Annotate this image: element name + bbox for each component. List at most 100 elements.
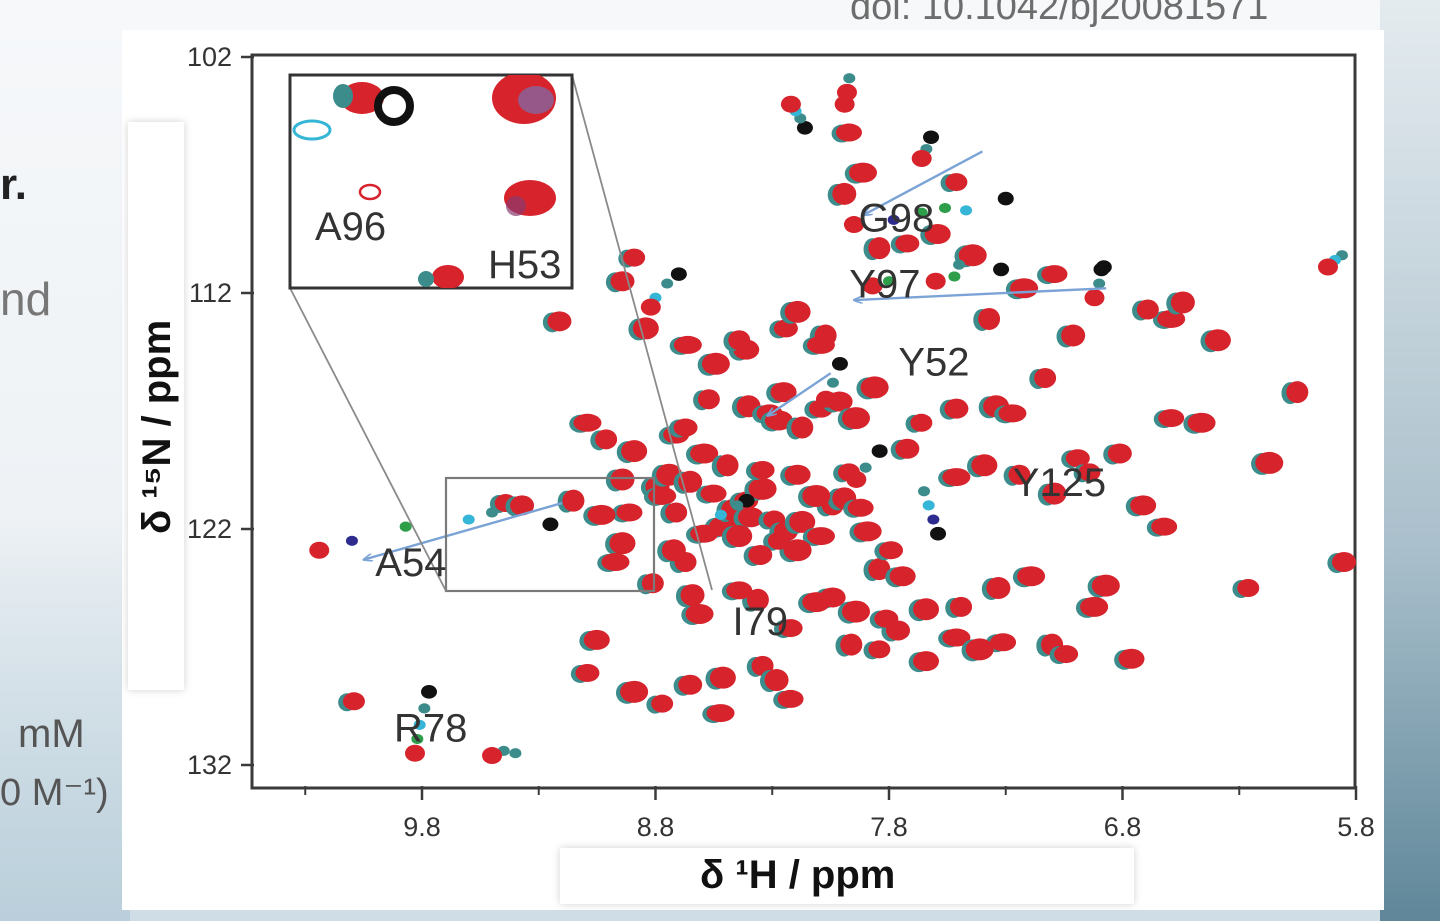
peak-teal — [1093, 278, 1106, 289]
peak-teal — [418, 703, 431, 714]
peak-label: Y52 — [898, 341, 969, 385]
x-tick-label: 7.8 — [870, 812, 908, 842]
shift-arrows-layer — [364, 150, 1107, 559]
peak-red — [706, 704, 735, 723]
peak-red — [1151, 517, 1178, 536]
inset-peaks — [292, 75, 556, 288]
peak-red — [815, 390, 836, 408]
peak-red — [778, 619, 803, 638]
peak-green — [399, 521, 412, 532]
peak-red — [673, 418, 698, 437]
peak-red — [701, 352, 730, 375]
peak-red — [601, 553, 630, 572]
peak-red — [1054, 645, 1079, 664]
peak-red — [1078, 463, 1101, 482]
peak-red — [862, 277, 883, 295]
slide-text-fragment-nd: nd — [0, 273, 52, 325]
peak-red — [1187, 412, 1216, 433]
peak-red — [1061, 324, 1086, 347]
peak-red — [874, 609, 899, 628]
peak-red — [632, 317, 659, 340]
peak-red — [573, 413, 602, 432]
peak-red — [1084, 289, 1105, 307]
y-axis-label-box — [128, 122, 184, 690]
peak-red — [685, 603, 714, 624]
peak-red — [764, 669, 789, 692]
inset-peak-h53-core — [506, 196, 526, 216]
shift-arrow — [854, 287, 1107, 300]
y-tick-label: 122 — [187, 514, 232, 544]
peak-red — [1237, 579, 1260, 597]
peak-red — [1317, 258, 1338, 276]
peak-black — [997, 191, 1014, 206]
peak-red — [620, 680, 649, 703]
peak-red — [944, 398, 969, 419]
peak-red — [595, 429, 618, 450]
peak-red — [986, 577, 1011, 599]
peak-red — [840, 633, 863, 656]
peak-red — [791, 416, 814, 439]
peak-red — [789, 510, 816, 533]
x-ticks: 9.8 8.8 7.8 6.8 5.8 — [304, 786, 1375, 842]
peak-red — [868, 558, 891, 581]
doi-text: doi: 10.1042/bj20081571 — [850, 0, 1269, 28]
peak-red — [610, 271, 635, 292]
peak-red — [847, 498, 874, 517]
peak-green — [948, 271, 961, 282]
peak-red — [1042, 482, 1067, 505]
peak-red — [648, 486, 677, 505]
peak-red — [1080, 596, 1109, 617]
peak-red — [575, 663, 600, 682]
peak-green — [411, 733, 424, 745]
peak-black — [993, 262, 1010, 277]
peak-red — [700, 484, 727, 503]
peak-black — [831, 357, 848, 371]
peak-red — [777, 689, 804, 708]
peak-red — [610, 468, 635, 491]
y-tick-label: 132 — [187, 750, 232, 780]
peak-teal — [486, 507, 499, 518]
peak-red — [784, 464, 811, 485]
peak-red — [978, 307, 1001, 330]
x-tick-label: 6.8 — [1104, 812, 1142, 842]
peak-teal — [509, 748, 522, 759]
peak-red — [802, 592, 831, 613]
peak-black — [871, 444, 888, 458]
peak-red — [562, 489, 585, 512]
peak-red — [680, 584, 705, 607]
peak-red — [913, 651, 940, 672]
slide-text-fragment-r: r. — [0, 160, 27, 209]
peak-red — [1136, 299, 1159, 320]
peak-labels: G98 Y97 Y52 Y125 A54 I79 R78 — [375, 197, 1106, 751]
peak-black — [923, 130, 940, 145]
peak-red — [889, 566, 916, 587]
peak-red — [958, 244, 987, 267]
x-tick-label: 8.8 — [637, 812, 675, 842]
peak-red — [746, 588, 769, 611]
peak-red — [726, 581, 753, 600]
peak-red — [1255, 451, 1284, 474]
peak-red — [342, 692, 365, 711]
peak-red — [697, 389, 720, 410]
inset-peak-red-3 — [432, 265, 464, 288]
peak-red — [1010, 278, 1039, 299]
peak-black — [542, 517, 559, 532]
y-tick-label: 102 — [187, 42, 232, 72]
peak-red — [1331, 552, 1356, 573]
inset-peak-a96 — [358, 183, 382, 201]
peak-red — [868, 237, 891, 260]
peak-red — [1041, 265, 1068, 284]
peak-red — [621, 440, 648, 463]
peak-red — [841, 407, 870, 430]
x-axis-label: δ ¹H / ppm — [700, 853, 895, 897]
peak-cyan — [413, 719, 426, 730]
slide-left-shade — [0, 520, 130, 921]
peak-label: I79 — [733, 600, 789, 644]
peak-red — [895, 234, 920, 253]
inset-label-a96: A96 — [315, 205, 386, 249]
peak-red — [1008, 464, 1031, 485]
peak-label: Y97 — [849, 263, 920, 307]
peak-red — [726, 525, 753, 548]
peak-red — [1157, 309, 1186, 328]
inset-label-h53: H53 — [488, 243, 561, 287]
